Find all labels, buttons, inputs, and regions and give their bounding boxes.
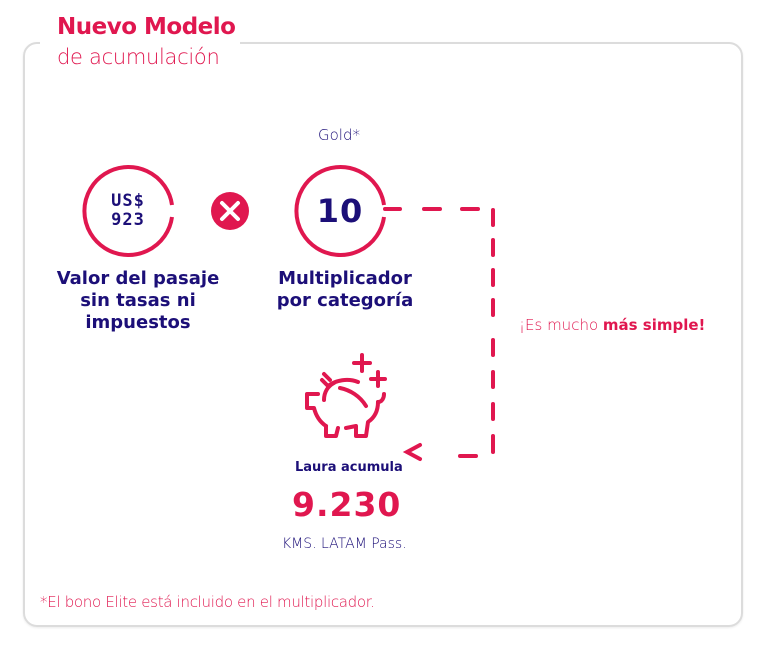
- price-label-line: impuestos: [85, 312, 191, 333]
- footnote: *El bono Elite está incluido en el multi…: [40, 593, 375, 611]
- price-label-line: sin tasas ni: [80, 290, 196, 311]
- open-ring-icon: [82, 165, 174, 257]
- callout-prefix: ¡Es mucho: [519, 316, 603, 334]
- price-label: Valor del pasaje sin tasas ni impuestos: [40, 268, 236, 334]
- title-mask: [40, 30, 240, 60]
- multiplier-label-line: Multiplicador: [278, 268, 412, 289]
- result-unit: KMS. LATAM Pass.: [282, 536, 407, 552]
- multiplier-circle: 10: [292, 163, 388, 259]
- callout-emphasis: más simple!: [602, 316, 706, 334]
- open-ring-icon: [294, 165, 386, 257]
- piggy-bank-plus-icon: [305, 353, 387, 438]
- multiplier-label: Multiplicador por categoría: [250, 268, 440, 312]
- times-circle-icon: [211, 192, 249, 230]
- page-subtitle: de acumulación: [57, 45, 220, 69]
- callout-text: ¡Es mucho más simple!: [519, 316, 705, 334]
- category-label: Gold*: [318, 126, 360, 144]
- result-label: Laura acumula: [295, 460, 403, 475]
- multiplier-label-line: por categoría: [276, 290, 414, 311]
- price-label-line: Valor del pasaje: [56, 268, 220, 289]
- arrow-left-icon: [402, 443, 422, 461]
- multiplier-value: 10: [316, 192, 364, 230]
- page-title: Nuevo Modelo: [57, 14, 236, 40]
- result-value: 9.230: [292, 485, 402, 524]
- content-frame: [23, 42, 743, 627]
- price-circle: US$ 923: [80, 163, 176, 259]
- price-currency: US$: [111, 191, 145, 211]
- price-value: 923: [111, 210, 145, 230]
